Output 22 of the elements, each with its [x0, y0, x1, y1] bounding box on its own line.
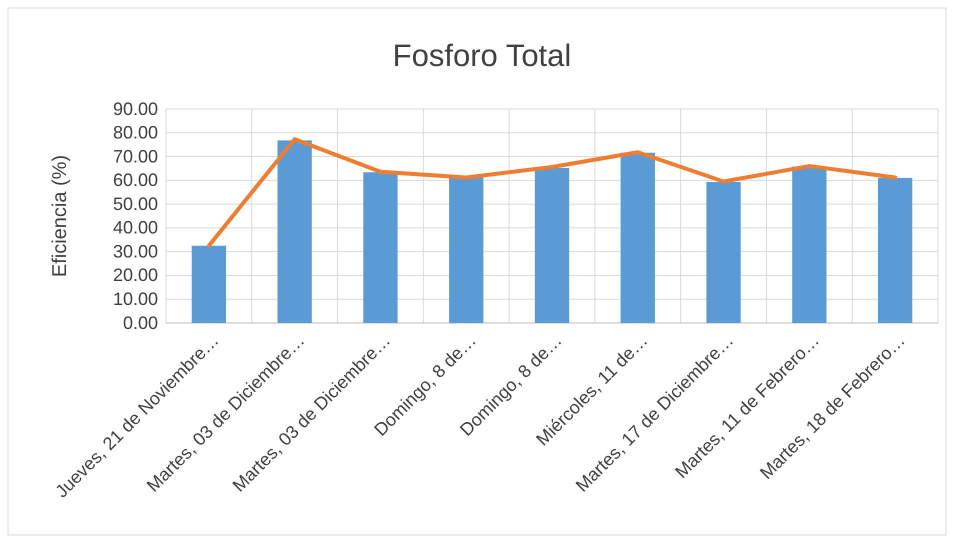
y-tick-label: 60.00: [112, 170, 158, 190]
y-tick-label: 80.00: [112, 122, 158, 143]
y-tick-label: 50.00: [112, 194, 158, 214]
line-series: [206, 137, 898, 248]
y-axis-title: Eficiencia (%): [49, 154, 71, 278]
bar: [449, 177, 484, 323]
bar: [706, 182, 741, 323]
bar: [278, 140, 312, 323]
y-tick-label: 10.00: [112, 288, 158, 309]
bar: [363, 172, 398, 323]
bar: [620, 152, 655, 323]
bar: [878, 178, 912, 323]
y-tick-label: 20.00: [112, 265, 158, 286]
y-tick-label: 0.00: [122, 312, 158, 333]
y-tick-label: 70.00: [112, 146, 158, 166]
chart-title: Fosforo Total: [392, 38, 572, 73]
y-tick-label: 40.00: [112, 218, 158, 238]
bar: [534, 168, 570, 323]
bar: [192, 246, 226, 323]
bar: [792, 166, 826, 323]
y-tick-label: 30.00: [112, 241, 158, 262]
y-tick-label: 90.00: [112, 98, 158, 119]
